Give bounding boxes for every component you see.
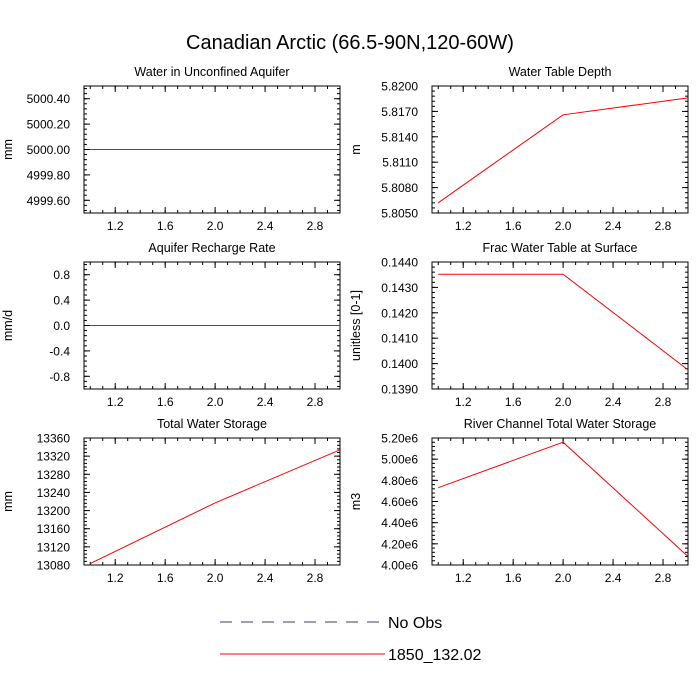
y-tick-label: 5.00e6 [381, 453, 418, 467]
x-tick-label: 1.6 [157, 395, 174, 409]
x-tick-label: 2.8 [307, 571, 324, 585]
x-tick-label: 2.0 [207, 219, 224, 233]
series-line [438, 273, 689, 371]
y-tick-label: -0.4 [49, 344, 70, 358]
panel-1: Water in Unconfined Aquifer 1.2 1.6 2.0 2.4 2… [1, 65, 341, 233]
y-tick-label: 13240 [37, 486, 71, 500]
x-tick-label: 2.0 [555, 571, 572, 585]
panel-title: Water in Unconfined Aquifer [134, 65, 289, 79]
y-tick-label: 13160 [37, 522, 71, 536]
x-tick-label: 1.2 [107, 395, 124, 409]
y-tick-label: 4.40e6 [381, 516, 418, 530]
legend-label: 1850_132.02 [388, 647, 482, 664]
panel-title: Total Water Storage [157, 417, 267, 431]
y-tick-label: 0.0 [53, 319, 70, 333]
panel-title: Aquifer Recharge Rate [148, 241, 275, 255]
panel-2: Water Table Depth 1.2 1.6 2.0 2.4 2.8 5.8200 5.… [349, 65, 689, 233]
panel-title: River Channel Total Water Storage [464, 417, 657, 431]
y-tick-label: 4.60e6 [381, 495, 418, 509]
x-tick-label: 2.0 [555, 395, 572, 409]
y-tick-label: -0.8 [49, 370, 70, 384]
x-tick-label: 2.8 [655, 571, 672, 585]
panel-title: Water Table Depth [509, 65, 612, 79]
x-tick-label: 1.2 [455, 219, 472, 233]
x-tick-label: 1.2 [107, 219, 124, 233]
y-axis-label: mm [1, 139, 15, 160]
y-tick-label: 0.8 [53, 268, 70, 282]
y-tick-label: 5.8200 [381, 80, 418, 94]
y-tick-label: 4999.80 [27, 168, 71, 182]
series-line [438, 441, 689, 557]
y-tick-label: 4.00e6 [381, 559, 418, 573]
x-tick-label: 1.2 [107, 571, 124, 585]
y-tick-label: 5.8170 [381, 105, 418, 119]
y-tick-label: 5000.40 [27, 92, 71, 106]
x-tick-label: 1.2 [455, 395, 472, 409]
y-tick-label: 13120 [37, 540, 71, 554]
x-tick-label: 2.4 [605, 219, 622, 233]
x-tick-label: 2.4 [257, 395, 274, 409]
panel-4: Frac Water Table at Surface 1.2 1.6 2.0 2.4 2… [349, 241, 689, 409]
y-tick-label: 5.8110 [382, 156, 418, 170]
x-tick-label: 1.6 [157, 571, 174, 585]
y-tick-label: 0.1390 [381, 383, 418, 397]
y-axis-label: unitless [0-1] [349, 290, 363, 361]
y-tick-label: 0.1410 [381, 332, 418, 346]
x-tick-label: 2.0 [207, 571, 224, 585]
x-tick-label: 1.6 [505, 571, 522, 585]
x-tick-label: 2.0 [555, 219, 572, 233]
y-axis-label: m3 [349, 493, 363, 510]
x-tick-label: 2.0 [207, 395, 224, 409]
legend-label: No Obs [388, 615, 442, 632]
y-tick-label: 0.1440 [381, 256, 418, 270]
plot-frame [431, 261, 689, 390]
y-axis-label: mm [1, 491, 15, 512]
y-tick-label: 4.80e6 [381, 474, 418, 488]
y-tick-label: 5.8140 [381, 130, 418, 144]
plot-frame [83, 437, 341, 566]
series-line [89, 449, 341, 565]
y-tick-label: 13360 [37, 432, 71, 446]
plot-frame [431, 85, 689, 214]
y-axis-label: m [349, 144, 363, 154]
y-tick-label: 13200 [37, 504, 71, 518]
legend: No Obs 1850_132.02 [220, 615, 482, 664]
x-tick-label: 2.8 [307, 395, 324, 409]
series-line [437, 97, 689, 204]
y-tick-label: 5000.20 [27, 118, 71, 132]
x-tick-label: 1.6 [157, 219, 174, 233]
panel-title: Frac Water Table at Surface [483, 241, 638, 255]
y-tick-label: 13280 [37, 468, 71, 482]
x-tick-label: 2.8 [655, 219, 672, 233]
panel-5: Total Water Storage 1.2 1.6 2.0 2.4 2.8 13360 1… [1, 417, 341, 585]
panel-6: River Channel Total Water Storage 1.2 1.6 2… [349, 417, 689, 585]
y-tick-label: 0.1420 [381, 306, 418, 320]
x-tick-label: 2.8 [655, 395, 672, 409]
x-tick-label: 1.2 [455, 571, 472, 585]
panel-3: Aquifer Recharge Rate 1.2 1.6 2.0 2.4 2.8 0.8 0… [1, 241, 341, 409]
x-tick-label: 2.4 [605, 571, 622, 585]
y-tick-label: 0.4 [53, 294, 70, 308]
y-tick-label: 13080 [37, 559, 71, 573]
y-axis-label: mm/d [1, 310, 15, 341]
y-tick-label: 4999.60 [27, 194, 71, 208]
x-tick-label: 2.4 [257, 219, 274, 233]
y-tick-label: 5.20e6 [381, 432, 418, 446]
y-tick-label: 5000.00 [27, 143, 71, 157]
x-tick-label: 2.8 [307, 219, 324, 233]
y-tick-label: 0.1400 [381, 357, 418, 371]
y-tick-label: 4.20e6 [381, 537, 418, 551]
x-tick-label: 2.4 [605, 395, 622, 409]
x-tick-label: 1.6 [505, 395, 522, 409]
y-tick-label: 5.8050 [381, 207, 418, 221]
plot-frame [431, 437, 689, 566]
y-tick-label: 0.1430 [381, 281, 418, 295]
y-tick-label: 13320 [37, 450, 71, 464]
x-tick-label: 1.6 [505, 219, 522, 233]
x-tick-label: 2.4 [257, 571, 274, 585]
y-tick-label: 5.8080 [381, 181, 418, 195]
page-title: Canadian Arctic (66.5-90N,120-60W) [186, 32, 514, 54]
